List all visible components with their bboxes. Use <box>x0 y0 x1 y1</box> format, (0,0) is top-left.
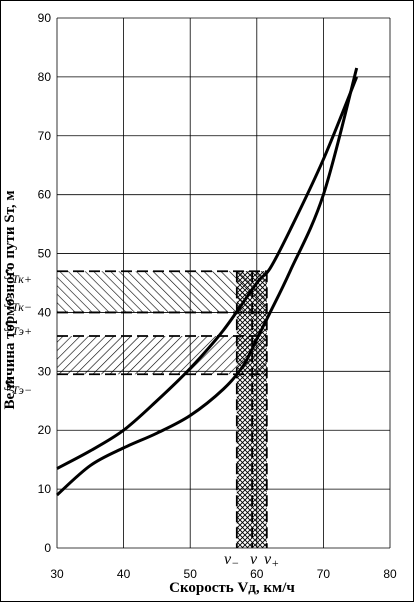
x-tick-label-5: 80 <box>383 567 397 581</box>
x-tick-label-2: 50 <box>184 567 198 581</box>
series-line-1 <box>56 67 359 497</box>
band-s-te-fill <box>57 336 267 375</box>
y-tick-label-4: 40 <box>38 305 52 319</box>
s-te-plus-label: SТэ+ <box>4 318 32 338</box>
series-lines <box>56 67 359 497</box>
y-tick-label-8: 80 <box>38 70 52 84</box>
y-tick-label-1: 10 <box>38 482 52 496</box>
x-tick-label-4: 70 <box>317 567 331 581</box>
y-tick-label-5: 50 <box>38 247 52 261</box>
y-tick-label-9: 90 <box>38 11 52 25</box>
s-tk-minus-label: SТк− <box>4 294 32 314</box>
s-te-minus-label: SТэ− <box>4 377 32 397</box>
y-tick-label-3: 30 <box>38 364 52 378</box>
v-plus-label: v+ <box>264 551 279 570</box>
v-label: v <box>250 551 258 568</box>
x-tick-label-3: 60 <box>250 567 264 581</box>
y-tick-label-7: 70 <box>38 129 52 143</box>
x-axis-label: Скорость Vд, км/ч <box>169 580 295 596</box>
band-s-tk-fill <box>57 271 267 313</box>
y-tick-label-6: 60 <box>38 188 52 202</box>
y-axis-label: Величина тормозного пути Sт, м <box>2 190 18 409</box>
hatched-bands <box>57 270 268 548</box>
series-line-0 <box>56 76 359 470</box>
x-tick-label-1: 40 <box>117 567 131 581</box>
x-tick-label-0: 30 <box>50 567 64 581</box>
v-minus-label: v− <box>224 551 239 570</box>
tick-labels: 30 40 50 60 70 80 0 10 20 30 40 50 60 70 80 90 <box>38 11 397 581</box>
y-tick-label-2: 20 <box>38 423 52 437</box>
y-tick-label-0: 0 <box>44 541 51 555</box>
s-tk-plus-label: SТк+ <box>4 266 32 286</box>
